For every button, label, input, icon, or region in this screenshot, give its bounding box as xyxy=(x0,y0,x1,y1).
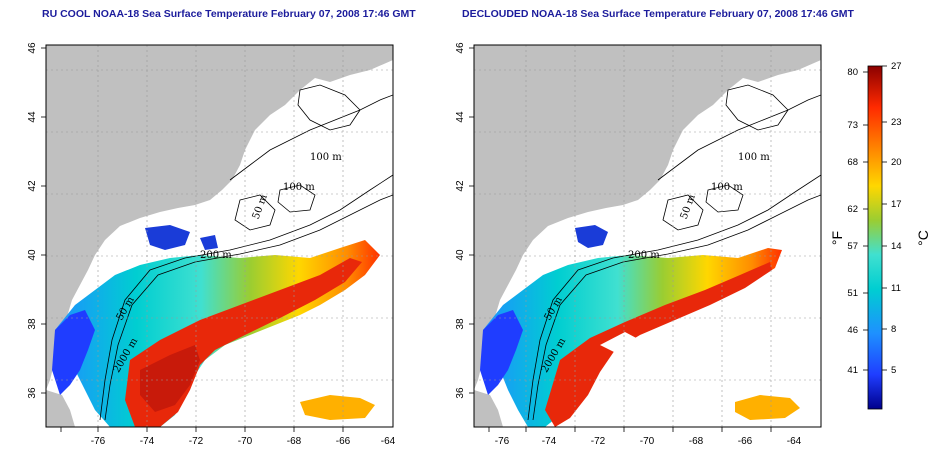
left-map-cold-patch-2 xyxy=(200,235,218,250)
right-lon-tick: -66 xyxy=(738,436,753,447)
colorbar-gradient xyxy=(867,65,883,410)
left-map-title: RU COOL NOAA-18 Sea Surface Temperature … xyxy=(42,8,416,20)
left-contour-label-200m: 200 m xyxy=(200,250,232,261)
left-lat-tick: 36 xyxy=(27,387,38,399)
colorbar-celsius-labels: 27 23 20 17 14 11 8 5 xyxy=(891,61,902,376)
left-lon-tick: -68 xyxy=(287,436,302,447)
left-map-gridlines xyxy=(46,45,393,427)
right-map-frame xyxy=(473,44,822,428)
right-lat-tick: 38 xyxy=(455,318,466,330)
colorbar-ticks xyxy=(863,65,887,371)
right-map-ticks xyxy=(469,47,772,432)
colorbar-f-tick: 68 xyxy=(847,157,858,168)
colorbar-celsius-unit: °C xyxy=(915,230,931,246)
right-map-land-south xyxy=(474,390,503,427)
right-lat-tick: 44 xyxy=(455,111,466,123)
right-lat-tick: 46 xyxy=(455,42,466,54)
right-map-cloud-gap xyxy=(600,332,640,355)
right-lon-tick: -76 xyxy=(495,436,510,447)
left-map-panel: 100 m 100 m 50 m 200 m 50 m 2000 m -76 -… xyxy=(27,42,396,447)
colorbar-f-tick: 57 xyxy=(847,241,858,252)
right-contour-label-100m-b: 100 m xyxy=(711,182,743,193)
colorbar-f-tick: 73 xyxy=(847,120,858,131)
colorbar-c-tick: 11 xyxy=(891,283,901,294)
right-contour-label-100m-a: 100 m xyxy=(738,152,770,163)
right-lon-tick-labels: -76 -74 -72 -70 -68 -66 -64 xyxy=(495,436,802,447)
right-lat-tick: 36 xyxy=(455,387,466,399)
right-map-warm-patch xyxy=(735,395,800,420)
colorbar-c-tick: 27 xyxy=(891,61,902,72)
left-map-frame xyxy=(45,44,394,428)
left-lon-tick: -70 xyxy=(238,436,253,447)
right-lon-tick: -68 xyxy=(689,436,704,447)
left-lat-tick: 40 xyxy=(27,249,38,261)
right-map-cold-coastal xyxy=(480,310,523,395)
left-map-land xyxy=(46,45,393,390)
right-map-gridlines xyxy=(474,45,821,427)
left-map-hot-spot xyxy=(140,345,200,412)
right-lat-tick-labels: 46 44 42 40 38 36 xyxy=(455,42,466,399)
right-lon-tick: -72 xyxy=(591,436,606,447)
left-lon-tick: -66 xyxy=(336,436,351,447)
left-map-ticks xyxy=(41,47,344,432)
left-lon-tick: -72 xyxy=(189,436,204,447)
left-lat-tick: 46 xyxy=(27,42,38,54)
left-lon-tick: -64 xyxy=(381,436,396,447)
right-lon-tick: -70 xyxy=(640,436,655,447)
right-contour-label-200m: 200 m xyxy=(628,250,660,261)
left-lat-tick: 42 xyxy=(27,180,38,192)
left-map-cold-patch xyxy=(145,225,190,250)
colorbar: 80 73 68 62 57 51 46 41 27 23 20 17 14 1… xyxy=(829,61,931,410)
left-map-contours xyxy=(99,84,393,421)
colorbar-c-tick: 17 xyxy=(891,199,902,210)
right-map-land xyxy=(474,45,821,390)
right-map-warm-core xyxy=(545,262,772,427)
left-lat-tick: 38 xyxy=(27,318,38,330)
left-map-cold-coastal xyxy=(52,310,95,395)
left-map-warm-patch xyxy=(300,395,375,420)
left-lon-tick: -74 xyxy=(140,436,155,447)
colorbar-f-tick: 62 xyxy=(847,204,858,215)
right-map-title: DECLOUDED NOAA-18 Sea Surface Temperatur… xyxy=(462,8,854,20)
right-lon-tick: -64 xyxy=(787,436,802,447)
colorbar-fahrenheit-unit: °F xyxy=(829,231,845,245)
right-map-panel: 100 m 100 m 50 m 200 m 50 m 2000 m -76 -… xyxy=(455,42,822,447)
left-contour-label-100m-a: 100 m xyxy=(310,152,342,163)
colorbar-c-tick: 20 xyxy=(891,157,902,168)
colorbar-f-tick: 51 xyxy=(847,288,858,299)
right-lon-tick: -74 xyxy=(542,436,557,447)
colorbar-c-tick: 8 xyxy=(891,324,896,335)
left-lat-tick-labels: 46 44 42 40 38 36 xyxy=(27,42,38,399)
right-map-contours xyxy=(527,84,821,421)
colorbar-c-tick: 14 xyxy=(891,241,902,252)
colorbar-f-tick: 41 xyxy=(847,365,858,376)
left-contour-label-100m-b: 100 m xyxy=(283,182,315,193)
colorbar-c-tick: 23 xyxy=(891,117,902,128)
left-lon-tick: -76 xyxy=(91,436,106,447)
left-map-land-south xyxy=(46,390,75,427)
right-map-cold-patch xyxy=(575,225,608,248)
right-map-cloud-gap-2 xyxy=(600,392,640,413)
right-lat-tick: 40 xyxy=(455,249,466,261)
colorbar-fahrenheit-labels: 80 73 68 62 57 51 46 41 xyxy=(847,67,858,376)
right-lat-tick: 42 xyxy=(455,180,466,192)
left-lon-tick-labels: -76 -74 -72 -70 -68 -66 -64 xyxy=(91,436,396,447)
colorbar-c-tick: 5 xyxy=(891,365,896,376)
left-lat-tick: 44 xyxy=(27,111,38,123)
colorbar-f-tick: 80 xyxy=(847,67,858,78)
colorbar-f-tick: 46 xyxy=(847,325,858,336)
